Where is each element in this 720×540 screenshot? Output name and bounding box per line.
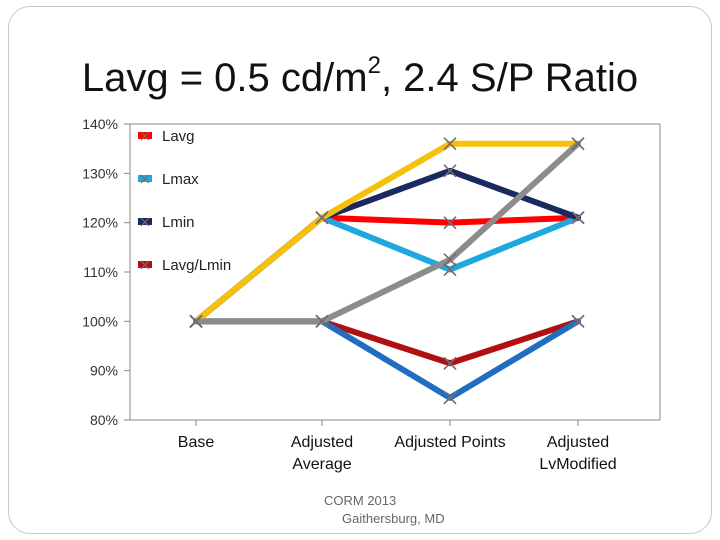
series-line-lavg bbox=[193, 214, 581, 325]
y-tick-label: 90% bbox=[90, 363, 118, 379]
data-point-marker bbox=[571, 211, 585, 225]
series-line-unlabeled-5 bbox=[193, 140, 581, 325]
y-tick-label: 110% bbox=[83, 264, 118, 280]
title-main: Lavg = 0.5 cd/m bbox=[81, 56, 368, 100]
footer-location: Gaithersburg, MD bbox=[342, 511, 445, 526]
footer-event: CORM 2013 bbox=[324, 493, 397, 508]
data-point-marker bbox=[315, 314, 329, 328]
data-point-marker bbox=[571, 137, 585, 151]
y-tick-label: 120% bbox=[82, 215, 118, 231]
y-tick-label: 100% bbox=[82, 313, 118, 329]
data-point-marker bbox=[443, 253, 457, 267]
data-point-marker bbox=[443, 356, 457, 370]
data-point-marker bbox=[189, 314, 203, 328]
legend-label-lmin: Lmin bbox=[162, 214, 195, 231]
legend-label-lavg-lmin: Lavg/Lmin bbox=[162, 257, 231, 274]
x-tick-label: Base bbox=[178, 434, 215, 451]
title-superscript: 2 bbox=[367, 52, 381, 79]
legend-label-lmax: Lmax bbox=[162, 171, 199, 188]
x-tick-label: Adjusted Points bbox=[394, 434, 505, 451]
data-point-marker bbox=[443, 216, 457, 230]
data-point-marker bbox=[443, 391, 457, 405]
y-tick-label: 130% bbox=[82, 165, 118, 181]
data-point-marker bbox=[443, 164, 457, 178]
x-tick-label: Adjusted bbox=[291, 434, 353, 451]
y-tick-label: 140% bbox=[82, 116, 118, 132]
legend-marker bbox=[140, 174, 150, 184]
legend-marker bbox=[140, 260, 150, 270]
x-tick-label: LvModified bbox=[539, 456, 616, 473]
y-tick-label: 80% bbox=[90, 412, 118, 428]
series-line-lmax bbox=[193, 214, 581, 325]
legend-marker bbox=[140, 131, 150, 141]
series-line-unlabeled-6 bbox=[193, 140, 581, 325]
data-point-marker bbox=[443, 137, 457, 151]
data-point-marker bbox=[571, 314, 585, 328]
data-point-marker bbox=[315, 211, 329, 225]
x-tick-label: Average bbox=[292, 456, 351, 473]
chart-title: Lavg = 0.5 cd/m2, 2.4 S/P Ratio bbox=[0, 52, 720, 101]
legend-marker bbox=[140, 217, 150, 227]
data-point-marker bbox=[443, 262, 457, 277]
footer: CORM 2013 Gaithersburg, MD bbox=[300, 492, 500, 528]
slide-frame bbox=[8, 6, 712, 534]
title-rest: , 2.4 S/P Ratio bbox=[380, 56, 639, 100]
x-tick-label: Adjusted bbox=[547, 434, 609, 451]
series-line-unlabeled-4 bbox=[193, 318, 581, 401]
legend-label-lavg: Lavg bbox=[162, 128, 195, 145]
